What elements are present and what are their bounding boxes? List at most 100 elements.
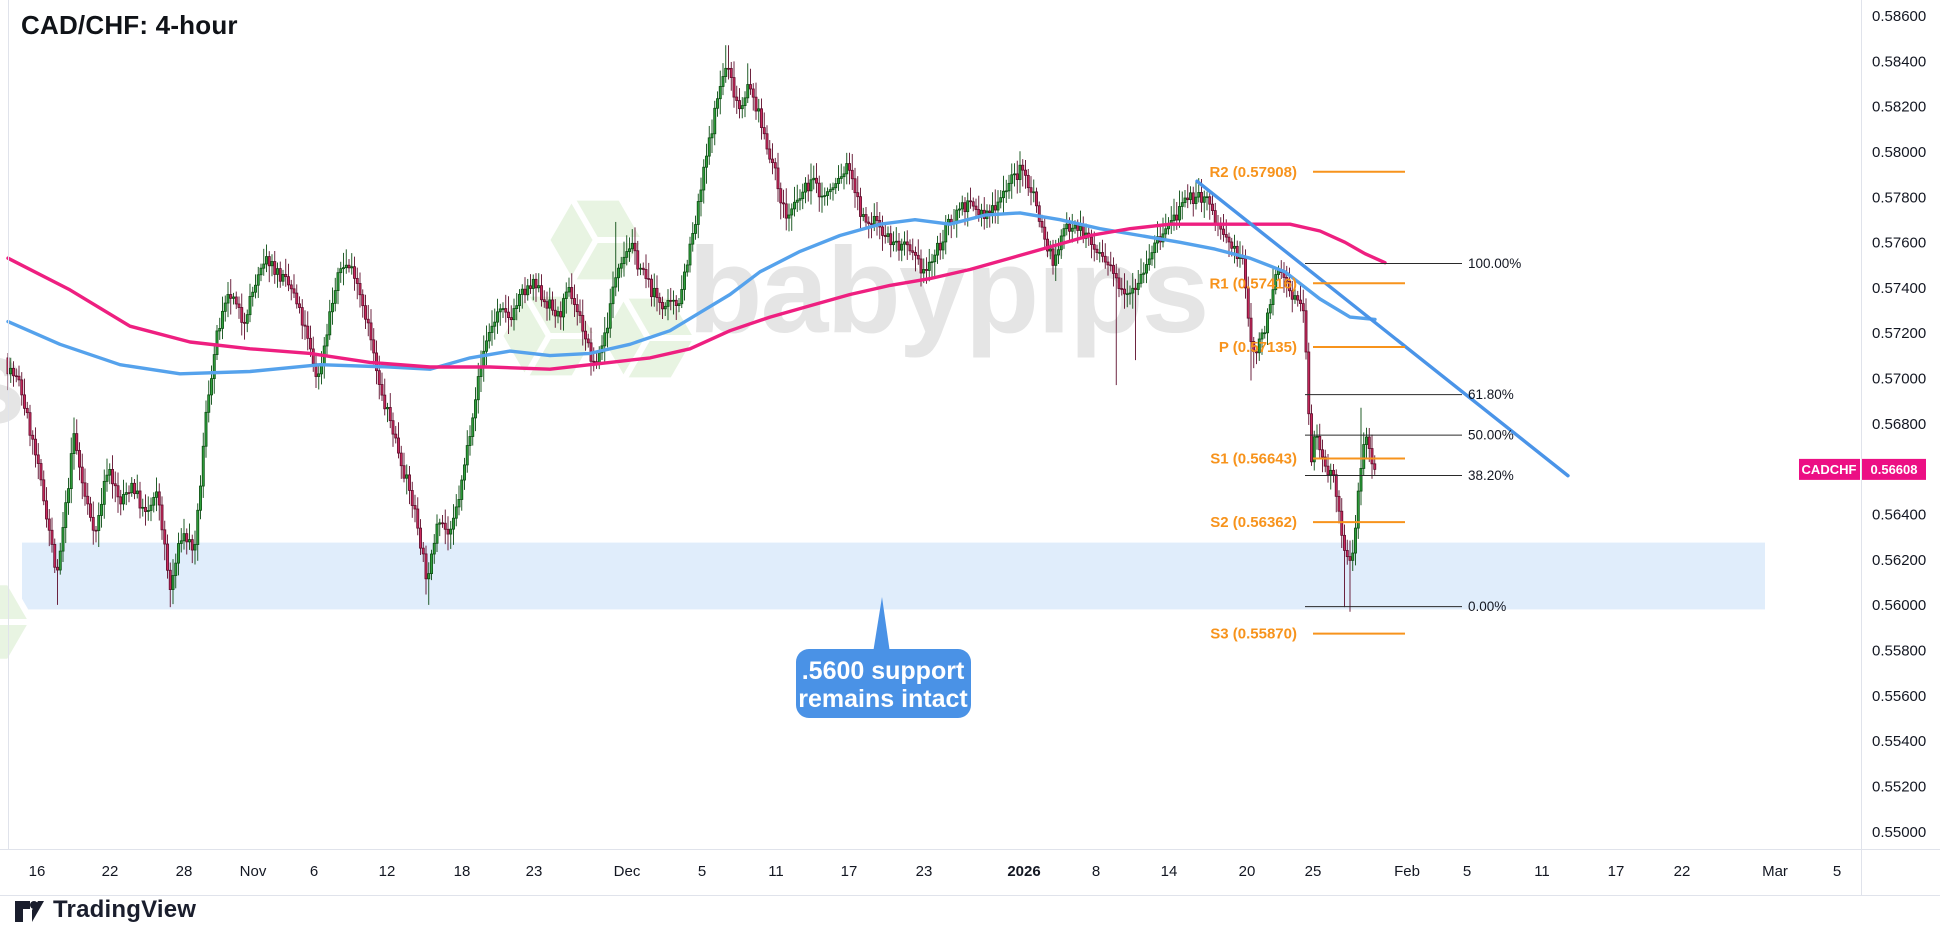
time-tick-label: Feb bbox=[1394, 863, 1420, 880]
candle-body bbox=[515, 305, 519, 309]
callout-drawing[interactable]: .5600 support remains intact bbox=[796, 597, 971, 718]
candle bbox=[1299, 283, 1302, 312]
candle-body bbox=[1013, 173, 1016, 176]
candle bbox=[413, 494, 417, 523]
tradingview-attribution[interactable]: TradingView bbox=[14, 896, 196, 924]
candle bbox=[674, 295, 678, 320]
candle-body bbox=[740, 105, 744, 110]
candle-body bbox=[729, 68, 733, 78]
candle bbox=[584, 320, 587, 351]
candle bbox=[1293, 286, 1297, 304]
candle-body bbox=[1037, 205, 1041, 222]
candle bbox=[779, 182, 783, 220]
candle-body bbox=[1208, 196, 1212, 205]
watermark-text: babypips bbox=[688, 222, 1208, 358]
candle-body bbox=[306, 325, 310, 339]
candle-body bbox=[201, 445, 205, 487]
time-tick-label: 16 bbox=[29, 863, 46, 880]
candle-body bbox=[823, 195, 827, 197]
candle-body bbox=[691, 233, 695, 245]
candle-body bbox=[28, 412, 32, 436]
candle bbox=[265, 244, 268, 273]
candle-body bbox=[149, 504, 153, 511]
candle bbox=[859, 187, 862, 230]
candle-body bbox=[122, 494, 125, 505]
candle bbox=[746, 63, 750, 104]
candle bbox=[735, 85, 739, 114]
candle bbox=[1037, 201, 1041, 228]
candle-body bbox=[210, 378, 213, 396]
candle-body bbox=[1054, 254, 1058, 266]
candle-body bbox=[905, 241, 909, 246]
candle bbox=[1263, 325, 1267, 339]
candle-body bbox=[702, 166, 706, 191]
time-axis[interactable]: 16 22 28 Nov 6 12 18 23 Dec 5 11 17 23 2026 8 14 20 25 Feb… bbox=[29, 863, 1842, 880]
candle-body bbox=[111, 469, 114, 485]
candle bbox=[487, 323, 491, 349]
time-tick-label: 5 bbox=[1833, 863, 1841, 880]
candle-body bbox=[710, 133, 714, 139]
candle-body bbox=[542, 299, 546, 303]
candle bbox=[545, 291, 549, 321]
candle bbox=[100, 487, 103, 528]
candle bbox=[111, 455, 114, 499]
candle-body bbox=[619, 263, 623, 269]
candle-body bbox=[622, 256, 626, 265]
candle bbox=[243, 312, 246, 340]
candle-body bbox=[1334, 474, 1338, 497]
candle bbox=[732, 61, 736, 108]
candle-body bbox=[531, 278, 535, 289]
candle-body bbox=[91, 516, 95, 531]
candle bbox=[306, 311, 310, 351]
candle-body bbox=[410, 490, 414, 506]
candle-body bbox=[157, 491, 161, 506]
candle-body bbox=[551, 299, 554, 311]
pivot-levels[interactable]: R2 (0.57908) R1 (0.57416) P (0.57135) S1 (0… bbox=[1209, 164, 1405, 643]
candle-body bbox=[916, 254, 920, 260]
candle-body bbox=[1026, 174, 1030, 189]
candle bbox=[628, 237, 631, 262]
candle bbox=[34, 427, 37, 468]
candle bbox=[1249, 302, 1253, 381]
candle bbox=[1032, 179, 1036, 203]
trendline-drawing[interactable] bbox=[1195, 179, 1570, 478]
price-tick-label: 0.58200 bbox=[1872, 99, 1926, 116]
candle bbox=[1035, 187, 1038, 213]
candle-body bbox=[608, 303, 612, 329]
candle-body bbox=[900, 243, 904, 251]
candle-body bbox=[870, 223, 873, 225]
candle-body bbox=[1178, 206, 1181, 221]
candle-body bbox=[1197, 192, 1201, 198]
candle-body bbox=[760, 108, 763, 128]
candle-body bbox=[1068, 223, 1071, 232]
candle bbox=[199, 475, 202, 520]
candle-body bbox=[399, 452, 403, 467]
candle-body bbox=[1046, 238, 1049, 252]
candle-body bbox=[650, 278, 653, 298]
candle bbox=[991, 192, 994, 224]
candle-body bbox=[1271, 289, 1275, 305]
candle bbox=[710, 119, 714, 153]
candle bbox=[850, 153, 854, 191]
candle-body bbox=[182, 533, 186, 542]
trendline[interactable] bbox=[1195, 179, 1570, 478]
support-zone[interactable] bbox=[22, 542, 1765, 610]
candle bbox=[938, 232, 942, 260]
price-axis[interactable]: 0.58600 0.58400 0.58200 0.58000 0.57800 0.576… bbox=[1872, 8, 1926, 841]
candle bbox=[135, 474, 139, 499]
fib-retracement[interactable]: 100.00% 61.80% 50.00% 38.20% 0.00% bbox=[1305, 256, 1521, 614]
candle bbox=[119, 489, 123, 516]
candle-body bbox=[518, 294, 521, 307]
candle-body bbox=[1260, 332, 1264, 340]
time-tick-label: 17 bbox=[1608, 863, 1625, 880]
candle bbox=[1288, 267, 1291, 297]
candle bbox=[768, 140, 772, 164]
candle bbox=[193, 530, 197, 565]
candle bbox=[853, 167, 857, 208]
pivot-label: R2 (0.57908) bbox=[1209, 164, 1297, 181]
candle bbox=[974, 198, 978, 217]
candle-body bbox=[1040, 220, 1044, 228]
candle bbox=[1136, 270, 1140, 296]
candle bbox=[1246, 276, 1250, 327]
